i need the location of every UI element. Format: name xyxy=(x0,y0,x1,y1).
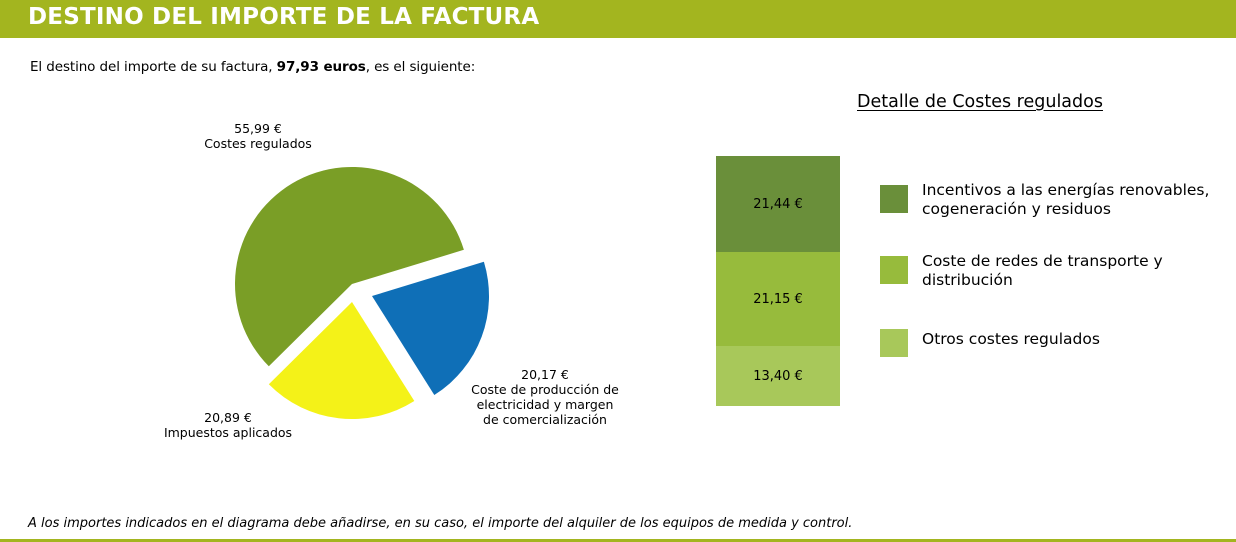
pie-label-produccion: 20,17 € Coste de producción de electrici… xyxy=(471,367,619,427)
pie-label-name: Impuestos aplicados xyxy=(163,425,293,440)
pie-slice-impuestos xyxy=(268,302,415,420)
legend-item-renovables: Incentivos a las energías renovables, co… xyxy=(880,181,1209,219)
pie-label-name: Costes regulados xyxy=(204,136,312,151)
header-banner: DESTINO DEL IMPORTE DE LA FACTURA xyxy=(0,0,1236,38)
legend-text: Coste de redes de transporte y distribuc… xyxy=(922,252,1163,290)
pie-label-amount: 20,89 € xyxy=(204,410,252,425)
pie-label-costes-regulados: 55,99 € Costes regulados xyxy=(204,121,312,151)
pie-label-amount: 20,17 € xyxy=(521,367,569,382)
pie-label-amount: 55,99 € xyxy=(234,121,282,136)
pie-label-name: de comercialización xyxy=(483,412,607,427)
pie-slice-produccion xyxy=(372,261,490,396)
legend-line: Coste de redes de transporte y xyxy=(922,252,1163,270)
pie-slice-costes-regulados xyxy=(235,167,464,367)
bar-segment-label: 21,15 € xyxy=(753,291,803,307)
legend-line: Incentivos a las energías renovables, xyxy=(922,181,1210,199)
legend-swatch xyxy=(880,185,908,213)
bar-segment-redes: 21,15 € xyxy=(716,252,840,346)
legend-text: Incentivos a las energías renovables, co… xyxy=(922,181,1209,219)
legend-swatch xyxy=(880,256,908,284)
intro-suffix: , es el siguiente: xyxy=(365,59,476,75)
legend-item-redes: Coste de redes de transporte y distribuc… xyxy=(880,252,1163,290)
legend-swatch xyxy=(880,329,908,357)
bottom-rule xyxy=(0,539,1236,542)
legend-line: distribución xyxy=(922,271,1013,289)
footnote: A los importes indicados en el diagrama … xyxy=(28,516,853,531)
bar-segment-label: 13,40 € xyxy=(753,368,803,384)
bar-segment-label: 21,44 € xyxy=(753,196,803,212)
intro-prefix: El destino del importe de su factura, xyxy=(30,59,277,75)
legend-text: Otros costes regulados xyxy=(922,330,1100,349)
page-title: DESTINO DEL IMPORTE DE LA FACTURA xyxy=(28,4,540,30)
stacked-bar: 21,44 € 21,15 € 13,40 € xyxy=(716,156,840,406)
intro-text: El destino del importe de su factura, 97… xyxy=(30,59,475,75)
intro-amount: 97,93 euros xyxy=(276,59,366,75)
bar-segment-renovables: 21,44 € xyxy=(716,156,840,252)
legend-line: Otros costes regulados xyxy=(922,330,1100,348)
legend-item-otros: Otros costes regulados xyxy=(880,325,1100,357)
stacked-bar-title: Detalle de Costes regulados xyxy=(857,92,1103,112)
bar-segment-otros: 13,40 € xyxy=(716,346,840,406)
pie-label-name: Coste de producción de xyxy=(471,382,619,397)
legend-line: cogeneración y residuos xyxy=(922,200,1111,218)
pie-label-name: electricidad y margen xyxy=(476,397,614,412)
pie-label-impuestos: 20,89 € Impuestos aplicados xyxy=(164,410,292,440)
